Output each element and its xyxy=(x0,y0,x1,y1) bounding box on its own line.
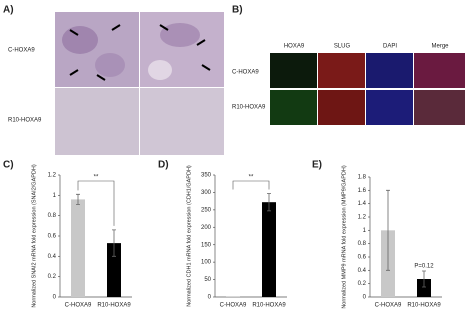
y-tick-label: 1.4 xyxy=(358,201,367,207)
x-tick-label: R10-HOXA9 xyxy=(97,303,131,309)
x-tick-label: C-HOXA9 xyxy=(65,303,92,309)
significance-bracket xyxy=(77,180,115,226)
x-tick-label: C-HOXA9 xyxy=(375,303,402,309)
fluorescence-images xyxy=(270,53,465,125)
row-label: R10-HOXA9 xyxy=(8,118,42,124)
error-bar xyxy=(267,193,271,212)
y-tick-label: 150 xyxy=(201,242,212,248)
significance-bracket xyxy=(232,180,270,190)
y-tick-label: 0 xyxy=(363,295,367,301)
y-tick-label: 1.2 xyxy=(358,215,367,221)
bar xyxy=(417,279,431,297)
bar xyxy=(71,199,85,297)
panel-label: B) xyxy=(232,5,243,16)
annotation: P=0.12 xyxy=(414,264,434,270)
y-tick-label: 200 xyxy=(201,225,212,231)
annotation: ** xyxy=(249,175,254,181)
x-tick-label: R10-HOXA9 xyxy=(407,303,441,309)
y-tick-label: 1 xyxy=(363,228,367,234)
histology-images xyxy=(55,12,224,155)
error-bar xyxy=(76,193,80,205)
y-tick-label: 0 xyxy=(208,295,212,301)
column-label: HOXA9 xyxy=(284,44,305,50)
y-tick-label: 1.6 xyxy=(358,188,367,194)
y-tick-label: 0.6 xyxy=(358,255,367,261)
y-tick-label: 0.8 xyxy=(48,213,57,219)
annotation: ** xyxy=(94,175,99,181)
bar xyxy=(262,202,276,297)
y-tick-label: 250 xyxy=(201,207,212,213)
y-tick-label: 300 xyxy=(201,190,212,196)
column-label: Merge xyxy=(431,44,449,50)
y-tick-label: 0.4 xyxy=(358,268,367,274)
y-tick-label: 0.6 xyxy=(48,234,57,240)
y-tick-label: 50 xyxy=(204,277,211,283)
panel-label: A) xyxy=(3,5,14,16)
error-bar xyxy=(112,229,116,257)
y-tick-label: 0.2 xyxy=(48,274,57,280)
y-axis-label: Normalized SNAI2 mRNA fold expression (S… xyxy=(31,164,37,308)
y-tick-label: 350 xyxy=(201,173,212,179)
x-tick-label: C-HOXA9 xyxy=(220,303,247,309)
error-bar xyxy=(422,270,426,288)
panel-label: C) xyxy=(3,160,14,171)
y-tick-label: 0.4 xyxy=(48,254,57,260)
error-bar xyxy=(386,189,390,271)
bar xyxy=(107,243,121,297)
row-label: R10-HOXA9 xyxy=(232,105,266,111)
column-label: DAPI xyxy=(383,44,397,50)
y-tick-label: 100 xyxy=(201,260,212,266)
y-tick-label: 0 xyxy=(53,295,57,301)
row-label: C-HOXA9 xyxy=(8,48,35,54)
y-axis-label: Normalized MMP9 mRNA fold expression (MM… xyxy=(341,165,347,309)
y-tick-label: 0.8 xyxy=(358,241,367,247)
y-tick-label: 1.2 xyxy=(48,173,57,179)
y-tick-label: 0.2 xyxy=(358,281,367,287)
y-tick-label: 1 xyxy=(53,193,57,199)
row-label: C-HOXA9 xyxy=(232,70,259,76)
panel-label: D) xyxy=(158,160,169,171)
x-tick-label: R10-HOXA9 xyxy=(252,303,286,309)
y-axis-label: Normalized CDH1 mRNA fold expression (CD… xyxy=(186,165,192,307)
panel-label: E) xyxy=(312,160,322,171)
column-label: SLUG xyxy=(334,44,351,50)
y-tick-label: 1.8 xyxy=(358,175,367,181)
